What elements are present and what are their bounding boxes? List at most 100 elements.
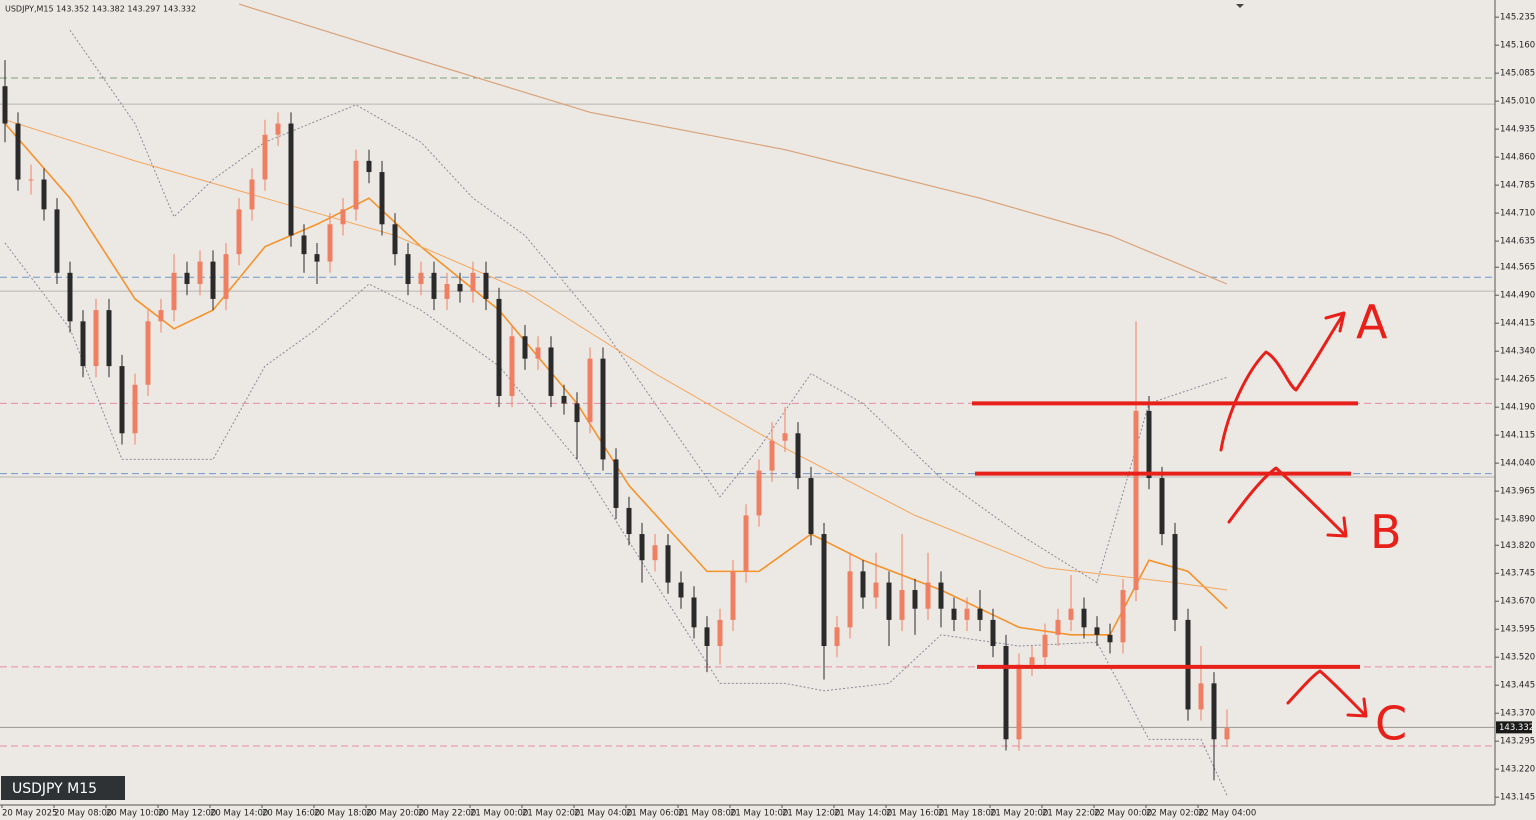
candle-body	[444, 284, 450, 299]
y-tick-label: 144.265	[1500, 375, 1535, 385]
x-tick-label: 21 May 02:00	[522, 809, 580, 819]
indicator-line	[69, 29, 1228, 584]
candle-body	[340, 209, 346, 225]
candle-body	[1094, 627, 1100, 635]
x-tick-label: 21 May 18:00	[938, 809, 996, 819]
candle-body	[1016, 664, 1022, 740]
y-tick-label: 144.415	[1500, 319, 1535, 329]
candle-body	[366, 160, 372, 173]
x-tick-label: 20 May 08:00	[54, 809, 112, 819]
current-price-box	[1496, 721, 1532, 734]
x-tick-label: 20 May 16:00	[262, 809, 320, 819]
candle-body	[704, 627, 710, 647]
candle-body	[379, 172, 385, 225]
x-tick-label: 21 May 16:00	[886, 809, 944, 819]
x-tick-label: 21 May 06:00	[626, 809, 684, 819]
annotation-letter: A	[1356, 295, 1388, 349]
candle-body	[1003, 646, 1009, 740]
candle-body	[990, 619, 996, 647]
candle-body	[678, 582, 684, 598]
candle-body	[1133, 410, 1139, 591]
candle-body	[171, 272, 177, 311]
indicator-line	[4, 242, 1228, 796]
x-tick-label: 20 May 22:00	[418, 809, 476, 819]
y-tick-label: 144.785	[1500, 181, 1535, 191]
y-tick-label: 144.935	[1500, 125, 1535, 135]
candle-body	[483, 272, 489, 299]
candle-body	[236, 209, 242, 255]
candle-body	[405, 254, 411, 285]
y-tick-label: 145.160	[1500, 41, 1535, 51]
candle-body	[67, 272, 73, 322]
y-tick-label: 144.635	[1500, 237, 1535, 247]
candle-body	[873, 582, 879, 598]
y-tick-label: 144.115	[1500, 431, 1535, 441]
candle-body	[951, 608, 957, 620]
candle-body	[327, 224, 333, 262]
candle-body	[275, 123, 281, 135]
candle-body	[925, 582, 931, 609]
symbol-box	[1, 776, 125, 800]
indicator-line	[238, 3, 1228, 285]
candle-body	[470, 272, 476, 292]
candle-body	[119, 366, 125, 434]
candle-body	[730, 571, 736, 620]
candle-body	[613, 459, 619, 508]
candle-body	[1211, 683, 1217, 740]
candle-body	[262, 134, 268, 180]
candle-body	[1120, 590, 1126, 643]
arrow-b	[1227, 466, 1348, 538]
candle-body	[28, 179, 34, 181]
annotation-letter: C	[1375, 696, 1407, 750]
candle-body	[1042, 634, 1048, 658]
annotation-letter: B	[1370, 505, 1402, 559]
candles	[2, 60, 1230, 781]
indicator-line	[4, 119, 1228, 591]
hand-arrows	[1219, 311, 1368, 718]
x-tick-label: 20 May 20:00	[366, 809, 424, 819]
candle-body	[210, 261, 216, 299]
candle-body	[184, 272, 190, 285]
candle-body	[1081, 608, 1087, 628]
y-tick-label: 144.710	[1500, 209, 1535, 219]
candle-body	[80, 321, 86, 367]
candle-body	[158, 310, 164, 322]
candle-body	[1107, 634, 1113, 643]
candle-body	[847, 571, 853, 628]
candle-body	[2, 86, 8, 124]
candle-body	[1224, 728, 1230, 740]
y-tick-label: 143.145	[1500, 793, 1535, 803]
candle-body	[509, 336, 515, 396]
candle-body	[561, 395, 567, 404]
candle-body	[717, 619, 723, 647]
candle-body	[457, 284, 463, 292]
candle-body	[301, 235, 307, 255]
y-tick-label: 144.340	[1500, 347, 1535, 357]
x-tick-label: 21 May 00:00	[470, 809, 528, 819]
y-tick-label: 144.565	[1500, 263, 1535, 273]
x-tick-label: 20 May 2025	[2, 809, 57, 819]
candle-body	[392, 224, 398, 255]
annotations: A B C	[972, 295, 1407, 750]
candle-body	[587, 358, 593, 423]
y-tick-label: 143.520	[1500, 653, 1535, 663]
candle-body	[626, 507, 632, 535]
candle-body	[1068, 608, 1074, 620]
x-tick-label: 22 May 02:00	[1146, 809, 1204, 819]
candle-body	[782, 433, 788, 441]
x-tick-label: 20 May 12:00	[158, 809, 216, 819]
candle-body	[795, 433, 801, 479]
y-tick-label: 144.860	[1500, 153, 1535, 163]
y-tick-label: 143.595	[1500, 625, 1535, 635]
candle-body	[1146, 410, 1152, 479]
candle-body	[54, 209, 60, 273]
y-tick-label: 143.745	[1500, 569, 1535, 579]
candle-body	[964, 608, 970, 620]
y-tick-label: 143.295	[1500, 737, 1535, 747]
y-tick-label: 143.965	[1500, 487, 1535, 497]
x-tick-label: 21 May 20:00	[990, 809, 1048, 819]
candle-body	[977, 608, 983, 620]
candle-body	[899, 590, 905, 620]
